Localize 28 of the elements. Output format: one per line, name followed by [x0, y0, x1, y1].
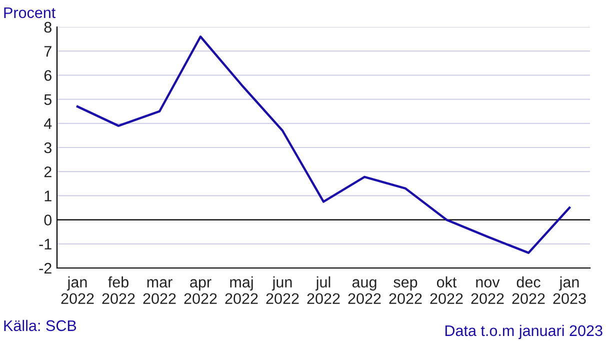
line-series — [76, 36, 571, 254]
x-tick-label: mar 2022 — [143, 279, 176, 304]
x-tick-label: feb 2022 — [102, 276, 135, 304]
x-tick-label: dec 2022 — [512, 276, 545, 304]
y-tick-label: 7 — [44, 46, 52, 57]
x-tick-label: nov 2022 — [471, 279, 504, 304]
y-tick-label: 0 — [44, 214, 52, 226]
x-tick-label: apr 2022 — [184, 279, 217, 304]
text: Data t.o.m januari 2023 — [445, 324, 602, 340]
y-tick-label: -2 — [39, 262, 52, 274]
y-tick-label: 3 — [44, 142, 52, 154]
x-tick-label: sep 2022 — [389, 279, 422, 304]
x-tick-label: aug 2022 — [348, 279, 381, 304]
y-tick-label: -1 — [39, 238, 52, 250]
y-tick-label: 2 — [44, 166, 52, 178]
x-tick-label: jan 2023 — [553, 276, 586, 304]
y-tick-label: 6 — [44, 70, 52, 81]
x-tick-label: jan 2022 — [61, 276, 94, 304]
x-tick-label: maj 2022 — [225, 276, 258, 304]
y-tick-label: 5 — [44, 94, 52, 105]
y-axis-title: Procent — [4, 7, 56, 18]
y-tick-label: 4 — [44, 118, 52, 129]
text: Källa: SCB — [4, 320, 76, 332]
y-tick-label: 1 — [44, 190, 52, 202]
x-tick-label: jun 2022 — [266, 276, 299, 304]
x-tick-label: okt 2022 — [430, 276, 463, 304]
y-tick-label: 8 — [44, 22, 52, 33]
x-tick-label: jul 2022 — [307, 276, 340, 304]
